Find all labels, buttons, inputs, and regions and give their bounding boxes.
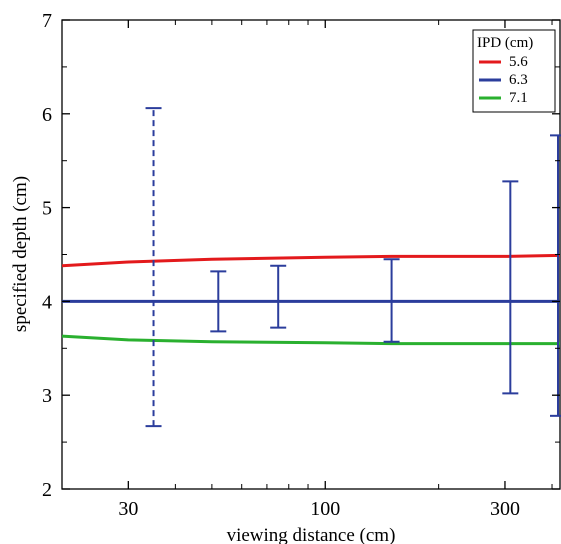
legend: IPD (cm) 5.6 6.3 7.1 [472,29,556,113]
legend-label-5-6: 5.6 [509,54,528,70]
y-tick-label: 6 [42,104,52,126]
series-line-7-1 [61,334,560,346]
y-tick-label: 4 [42,291,52,313]
legend-label-7-1: 7.1 [509,90,528,106]
x-tick-label: 300 [490,498,520,520]
y-tick-label: 5 [42,198,52,220]
error-bars [145,107,561,428]
y-tick-label: 3 [42,385,52,407]
legend-title: IPD (cm) [477,35,533,51]
series-line-5-6 [61,253,561,268]
legend-label-6-3: 6.3 [509,72,528,88]
axes: 2 3 4 5 6 7 30 100 300 [42,10,560,520]
series-layer [61,253,561,346]
y-tick-label: 2 [42,479,52,501]
x-axis-label: viewing distance (cm) [227,525,396,544]
x-tick-label: 100 [310,498,340,520]
y-axis-label: specified depth (cm) [10,176,31,332]
x-tick-label: 30 [118,498,138,520]
y-tick-label: 7 [42,10,52,32]
